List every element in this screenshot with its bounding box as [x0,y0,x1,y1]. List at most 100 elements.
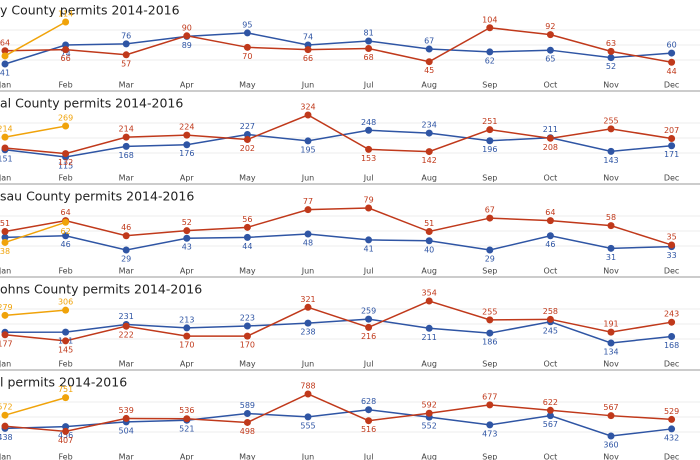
data-label: 589 [240,401,255,410]
point [607,47,615,55]
data-label: 90 [182,23,192,32]
data-label: 195 [300,145,315,154]
point [486,246,494,254]
data-label: 677 [482,392,497,401]
point [607,339,615,347]
point [546,412,554,420]
point [1,311,9,319]
point [62,122,70,130]
data-label: 68 [364,53,374,62]
point [425,237,433,245]
x-tick-label: Feb [59,360,73,369]
point [668,333,676,341]
point [1,331,9,339]
point [183,131,191,139]
point [304,206,312,214]
x-tick-label: Apr [180,453,195,460]
data-label: 95 [242,20,252,29]
data-label: 65 [545,55,555,64]
point [365,145,373,153]
x-tick-label: Apr [180,267,195,276]
data-label: 76 [121,31,131,40]
data-label: 259 [361,307,376,316]
x-tick-label: Sep [482,267,497,276]
series-line [4,207,672,246]
point [122,142,130,150]
point [122,414,130,422]
point [62,46,70,54]
data-label: 572 [0,403,13,412]
data-label: 321 [300,295,315,304]
point [304,137,312,145]
data-label: 170 [240,341,255,350]
data-label: 151 [0,154,13,163]
x-tick-label: Jul [363,453,374,460]
series-line [4,221,66,244]
point [425,129,433,137]
point [183,332,191,340]
point [425,297,433,305]
point [62,18,70,26]
point [62,423,70,431]
x-tick-label: Oct [543,174,557,183]
data-label: 231 [119,312,134,321]
point [1,144,9,152]
x-tick-label: Jul [363,360,374,369]
data-label: 77 [303,197,313,206]
point [365,315,373,323]
point [486,137,494,145]
point [122,51,130,59]
data-label: 60 [667,41,677,50]
x-tick-label: Apr [180,81,195,90]
point [486,214,494,222]
point [546,134,554,142]
series-line [4,309,66,317]
point [62,232,70,240]
point [668,135,676,143]
x-tick-label: Dec [664,453,679,460]
data-label: 46 [61,240,71,249]
data-label: 66 [61,54,71,63]
point [607,432,615,440]
data-label: 628 [361,397,376,406]
point [668,425,676,433]
x-tick-label: Feb [59,453,73,460]
point [365,417,373,425]
point [183,32,191,40]
data-label: 66 [303,54,313,63]
point [365,44,373,52]
x-tick-label: Sep [482,360,497,369]
point [122,246,130,254]
data-label: 143 [603,156,618,165]
point [486,401,494,409]
data-label: 132 [58,158,73,167]
point [243,233,251,241]
chart-title: ohns County permits 2014-2016 [0,282,202,297]
point [304,111,312,119]
data-label: 41 [364,244,374,253]
point [486,421,494,429]
x-tick-label: Mar [119,267,135,276]
x-tick-label: Jul [363,267,374,276]
data-label: 115 [58,162,73,171]
x-tick-label: Jan [0,360,11,369]
x-tick-label: Jun [301,360,315,369]
point [668,49,676,57]
series-line [4,233,672,251]
data-label: 57 [121,59,131,68]
data-label: 211 [422,333,437,342]
data-label: 45 [424,66,434,75]
data-label: 751 [58,385,73,394]
data-label: 432 [664,433,679,442]
point [1,52,9,60]
series-line [4,114,672,155]
data-label: 498 [240,427,255,436]
point [183,415,191,423]
point [304,303,312,311]
point [243,410,251,418]
point [607,54,615,62]
x-tick-label: Aug [421,453,437,460]
x-tick-label: Dec [664,267,679,276]
data-label: 51 [0,219,10,228]
